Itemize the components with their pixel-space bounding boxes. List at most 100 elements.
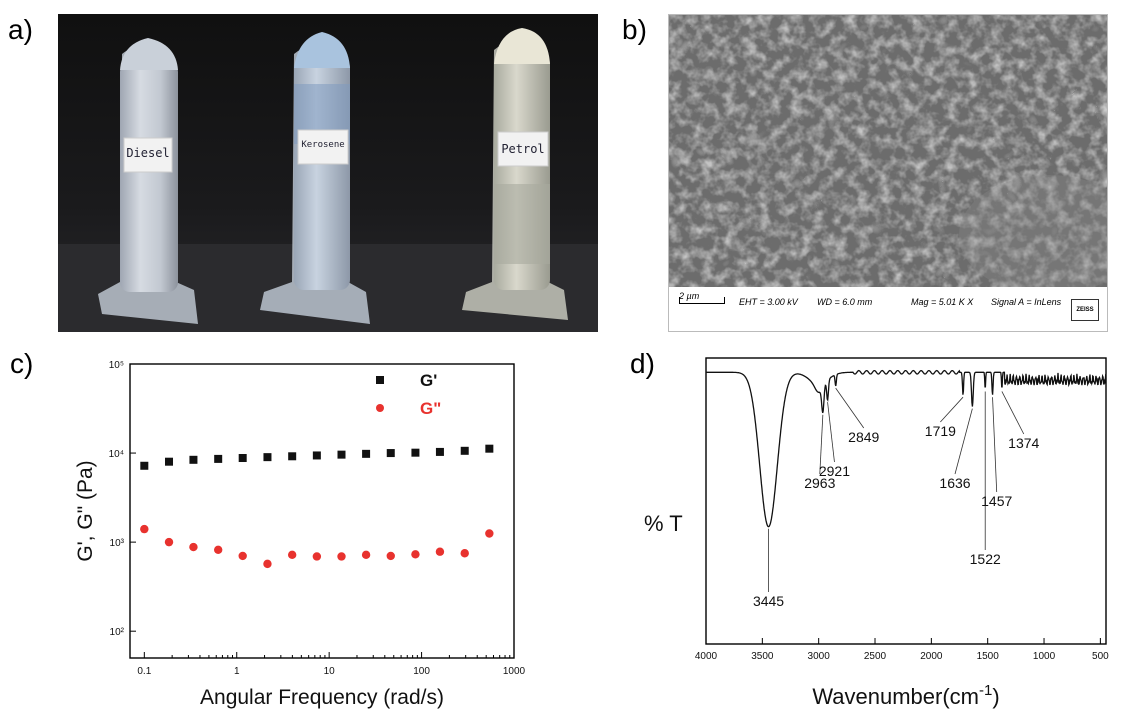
ftir-x-tick-label: 3500 (751, 651, 774, 662)
g-double-prime-point (312, 552, 322, 561)
tube-kerosene (260, 32, 370, 324)
g-double-prime-point (189, 542, 198, 552)
g-prime-point (214, 454, 223, 463)
panel-label-c: c) (10, 348, 34, 379)
legend-label-g-prime: G' (420, 371, 437, 390)
ftir-peak-label: 2921 (819, 463, 850, 479)
ftir-peak-leader (954, 408, 973, 475)
sem-scale-label: 2 µm (679, 291, 700, 301)
photo-gel-tubes: Diesel Kerosene Petrol (58, 14, 598, 332)
g-prime-point (238, 454, 247, 463)
g-double-prime-point (238, 551, 247, 561)
g-double-prime-point (411, 550, 420, 559)
ftir-peak-leader (1001, 391, 1025, 435)
ftir-peak-leader (827, 402, 835, 463)
g-prime-point (485, 444, 494, 453)
rheology-plot-frame (129, 363, 515, 659)
ftir-x-tick-label: 500 (1092, 651, 1109, 662)
ftir-x-tick-label: 2000 (920, 651, 943, 662)
g-prime-point (263, 453, 272, 462)
rheology-x-label: Angular Frequency (rad/s) (200, 686, 444, 709)
g-double-prime-point (386, 551, 395, 561)
ftir-peak-leader (992, 397, 998, 493)
g-prime-point (165, 457, 174, 466)
ftir-x-tick-label: 1000 (1033, 651, 1056, 662)
ftir-peak-leader (940, 396, 964, 423)
zeiss-logo: ZEISS (1071, 299, 1099, 321)
ftir-x-label: Wavenumber(cm-1) (812, 682, 999, 709)
legend-label-g-double-prime: G" (420, 399, 441, 418)
ftir-y-label: % T (644, 511, 683, 536)
sem-signal: Signal A = InLens (991, 297, 1062, 307)
rheology-legend: G' G" (376, 371, 441, 418)
ftir-peak-label: 2963 (804, 475, 835, 491)
tube-label-diesel: Diesel (126, 146, 170, 160)
rheology-y-tick-label: 10³ (110, 538, 125, 549)
g-prime-point (435, 447, 444, 456)
tube-label-petrol: Petrol (501, 142, 545, 156)
rheology-y-ticks: 10² 10³ 10⁴ 10⁵ (109, 360, 136, 638)
sem-wd: WD = 6.0 mm (817, 297, 873, 307)
ftir-x-label-sup: -1 (979, 682, 992, 699)
ftir-peak-label: 1374 (1008, 435, 1039, 451)
ftir-chart: 4000 3500 3000 2500 2000 1500 1000 500 3445 2963… (644, 357, 1109, 709)
ftir-peak-label: 2849 (848, 429, 879, 445)
ftir-x-tick-label: 2500 (864, 651, 887, 662)
rheology-x-tick-label: 0.1 (137, 666, 151, 677)
zeiss-logo-text: ZEISS (1076, 307, 1094, 313)
tubes-illustration (58, 14, 598, 332)
g-double-prime-point (485, 529, 494, 538)
rheology-chart: 0.1 1 10 100 1000 10² 10³ 10⁴ 10⁵ Angular Frequ… (74, 360, 526, 709)
g-prime-point (312, 451, 321, 460)
g-prime-point (337, 450, 346, 459)
ftir-x-tick-label: 3000 (808, 651, 831, 662)
ftir-x-ticks: 4000 3500 3000 2500 2000 1500 1000 500 (695, 638, 1109, 662)
rheology-y-tick-label: 10⁴ (109, 449, 124, 460)
g-prime-point (362, 449, 371, 458)
g-double-prime-point (140, 524, 149, 534)
rheology-x-tick-label: 1000 (503, 666, 526, 677)
panel-label-a: a) (8, 14, 33, 45)
rheology-x-tick-label: 1 (234, 666, 240, 677)
sem-scale-bar (679, 297, 725, 304)
sem-texture (669, 15, 1107, 295)
rheology-points (140, 444, 494, 569)
panel-label-b: b) (622, 14, 647, 45)
sem-eht: EHT = 3.00 kV (739, 297, 798, 307)
g-prime-point (460, 446, 469, 455)
tube-petrol (462, 28, 568, 320)
ftir-peak-label: 1522 (970, 551, 1001, 567)
ftir-peak-label: 1719 (925, 423, 956, 439)
g-prime-point (189, 455, 198, 464)
g-double-prime-point (164, 537, 174, 547)
rheology-x-ticks: 0.1 1 10 100 1000 (137, 652, 526, 677)
g-prime-point (411, 448, 420, 457)
g-double-prime-point (361, 550, 371, 560)
legend-marker-g-prime (376, 376, 384, 384)
panel-label-d: d) (630, 348, 655, 379)
ftir-peak-label: 1636 (939, 475, 970, 491)
legend-marker-g-double-prime (376, 404, 384, 412)
ftir-x-label-end: ) (992, 684, 999, 709)
ftir-peak-label: 3445 (753, 593, 784, 609)
g-double-prime-point (263, 559, 272, 569)
sem-micrograph: 2 µm EHT = 3.00 kV WD = 6.0 mm Mag = 5.0… (668, 14, 1108, 332)
ftir-x-label-main: Wavenumber(cm (812, 684, 979, 709)
ftir-x-tick-label: 4000 (695, 651, 718, 662)
g-double-prime-point (337, 552, 346, 561)
tube-diesel (98, 38, 198, 325)
rheology-x-tick-label: 10 (324, 666, 336, 677)
sem-mag: Mag = 5.01 K X (911, 297, 974, 307)
rheology-y-tick-label: 10² (110, 627, 125, 638)
g-prime-point (386, 449, 395, 458)
rheology-y-label: G', G" (Pa) (74, 460, 97, 561)
ftir-plot-frame (705, 357, 1107, 645)
g-double-prime-point (435, 547, 445, 556)
ftir-x-tick-label: 1500 (977, 651, 1000, 662)
ftir-spectrum-line (706, 369, 1107, 528)
g-double-prime-point (287, 550, 297, 560)
ftir-peak-leader (819, 414, 824, 475)
tube-label-kerosene: Kerosene (301, 140, 345, 150)
rheology-y-tick-label: 10⁵ (109, 360, 124, 371)
